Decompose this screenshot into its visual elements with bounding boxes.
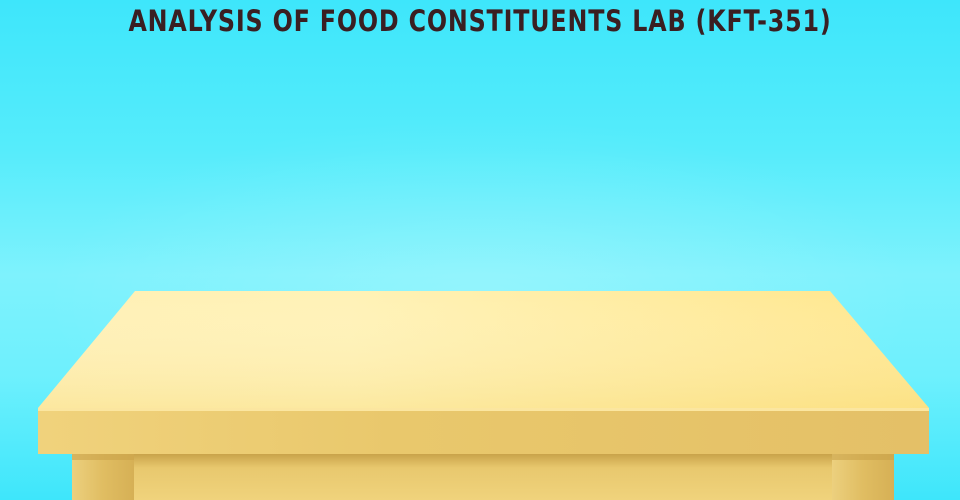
table-leg-right (832, 454, 894, 500)
table-leg-left-shadow (72, 454, 134, 460)
table-leg-right-shadow (832, 454, 894, 460)
tabletop-front-edge (38, 408, 929, 454)
tabletop-edge-highlight (38, 408, 929, 411)
tabletop-shading (38, 291, 929, 408)
table-apron (134, 454, 832, 500)
page-title: ANALYSIS OF FOOD CONSTITUENTS LAB (KFT-3… (128, 4, 832, 38)
table-leg-left (72, 454, 134, 500)
